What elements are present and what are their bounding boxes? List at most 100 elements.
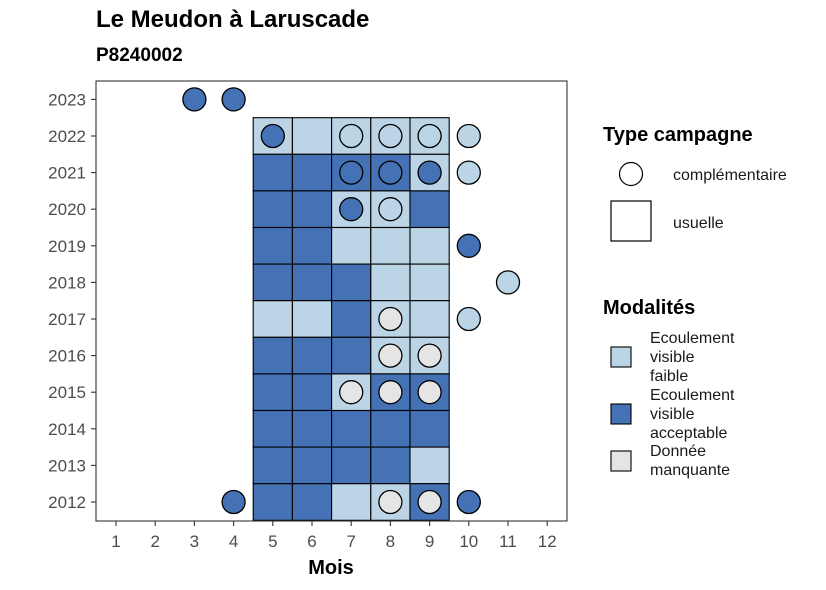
- x-tick-label: 2: [150, 532, 159, 551]
- usuelle-cell: [252, 409, 293, 448]
- y-tick-label: 2013: [48, 456, 86, 475]
- y-tick-label: 2022: [48, 127, 86, 146]
- x-tick-label: 3: [190, 532, 199, 551]
- usuelle-cell: [409, 190, 450, 229]
- complementaire-point: [339, 197, 364, 222]
- complementaire-points: [182, 87, 521, 515]
- x-tick-label: 5: [268, 532, 277, 551]
- usuelle-cell: [409, 446, 450, 485]
- x-tick-label: 9: [425, 532, 434, 551]
- chart-title: Le Meudon à Laruscade: [96, 6, 370, 33]
- x-tick-label: 7: [346, 532, 355, 551]
- usuelle-cell: [409, 226, 450, 265]
- x-tick-label: 6: [307, 532, 316, 551]
- usuelle-cell: [331, 336, 372, 375]
- complementaire-point: [378, 160, 403, 185]
- x-tick-label: 10: [459, 532, 478, 551]
- complementaire-point: [339, 160, 364, 185]
- usuelle-cell: [331, 300, 372, 338]
- complementaire-point: [339, 123, 364, 149]
- usuelle-cell: [291, 226, 333, 265]
- usuelle-cell: [252, 336, 293, 375]
- y-axis: 2012 2013 2014 2015 2016 2017 2018 2019 2020 2021…: [48, 90, 96, 512]
- complementaire-point: [456, 160, 481, 185]
- chart-subtitle: P8240002: [96, 45, 183, 66]
- complementaire-point: [221, 489, 246, 515]
- legend-label-usuelle: usuelle: [673, 215, 724, 232]
- complementaire-point: [456, 123, 481, 149]
- usuelle-cell: [291, 190, 333, 229]
- complementaire-point: [417, 160, 442, 185]
- x-axis: 1 2 3 4 5 6 7 8 9 10 11 12: [111, 521, 557, 551]
- usuelle-cell: [409, 300, 450, 338]
- complementaire-point: [378, 343, 403, 368]
- legend-key-faible: [610, 346, 632, 368]
- usuelle-cell: [252, 373, 293, 412]
- legend-key-square: [610, 200, 652, 242]
- legend-key-manquante: [610, 450, 632, 472]
- complementaire-point: [417, 123, 442, 149]
- y-tick-label: 2019: [48, 237, 86, 256]
- y-tick-label: 2014: [48, 420, 86, 439]
- usuelle-cell: [252, 446, 293, 485]
- legend-label-manquante: Donnée manquante: [650, 443, 730, 479]
- usuelle-cell: [291, 483, 333, 521]
- usuelle-cell: [370, 446, 411, 485]
- plot-panel-border: [95, 80, 568, 522]
- usuelle-cell: [291, 153, 333, 192]
- complementaire-point: [378, 489, 403, 515]
- y-tick-label: 2023: [48, 90, 86, 109]
- y-tick-label: 2017: [48, 310, 86, 329]
- legend-shape-title: Type campagne: [603, 124, 753, 146]
- usuelle-cell: [291, 336, 333, 375]
- legend-label-acceptable: Ecoulement visible acceptable: [650, 387, 739, 442]
- x-axis-title: Mois: [308, 557, 354, 579]
- x-tick-label: 12: [538, 532, 557, 551]
- usuelle-cell: [291, 373, 333, 412]
- complementaire-point: [456, 233, 481, 258]
- legend-key-acceptable: [610, 403, 632, 425]
- usuelle-cell: [252, 263, 293, 302]
- usuelle-cell: [331, 263, 372, 302]
- legend-label-complementaire: complémentaire: [673, 167, 787, 184]
- y-tick-label: 2015: [48, 383, 86, 402]
- usuelle-cell: [252, 483, 293, 521]
- x-tick-label: 4: [229, 532, 238, 551]
- usuelle-cell: [291, 117, 333, 155]
- complementaire-point: [495, 270, 521, 295]
- usuelle-cell: [370, 409, 411, 448]
- usuelle-cell: [370, 226, 411, 265]
- usuelle-cell: [291, 300, 333, 338]
- usuelle-cell: [331, 226, 372, 265]
- usuelle-cell: [252, 300, 293, 338]
- usuelle-cell: [370, 190, 411, 229]
- usuelle-cell: [370, 263, 411, 302]
- usuelle-cell: [409, 409, 450, 448]
- x-tick-label: 11: [499, 532, 517, 551]
- usuelle-cell: [252, 153, 293, 192]
- complementaire-point: [182, 87, 207, 112]
- usuelle-cell: [291, 409, 333, 448]
- usuelle-cell: [331, 409, 372, 448]
- usuelle-cell: [291, 263, 333, 302]
- complementaire-point: [221, 87, 246, 112]
- complementaire-point: [417, 489, 442, 515]
- legend-key-circle: [618, 161, 644, 187]
- legend-label-faible: Ecoulement visible faible: [650, 330, 739, 385]
- y-tick-label: 2018: [48, 273, 86, 292]
- legend-modalites: Modalités Ecoulement visible faible Ecou…: [603, 297, 739, 479]
- y-tick-label: 2020: [48, 200, 86, 219]
- complementaire-point: [378, 123, 403, 149]
- complementaire-point: [378, 380, 403, 405]
- complementaire-point: [339, 380, 364, 405]
- usuelle-cell: [409, 263, 450, 302]
- complementaire-point: [417, 380, 442, 405]
- legend-fill-title: Modalités: [603, 297, 695, 319]
- usuelle-cell: [252, 190, 293, 229]
- usuelle-cell: [331, 483, 372, 521]
- complementaire-point: [378, 306, 403, 332]
- usuelle-cell: [331, 446, 372, 485]
- usuelle-cell: [252, 226, 293, 265]
- x-tick-label: 1: [111, 532, 120, 551]
